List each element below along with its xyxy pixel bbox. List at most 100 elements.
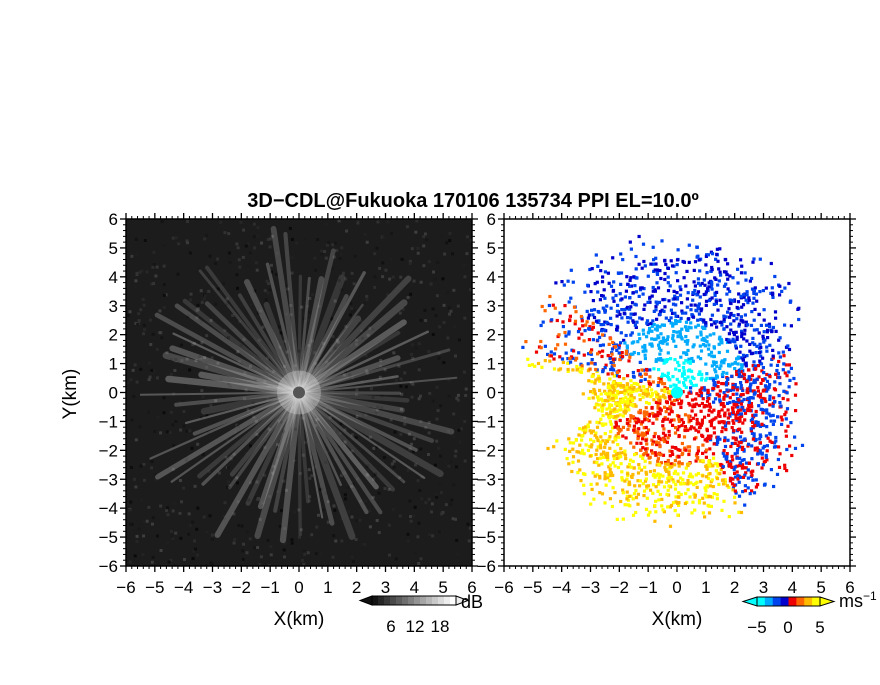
velocity-pixel — [654, 453, 658, 457]
velocity-pixel — [585, 320, 589, 324]
velocity-pixel — [644, 389, 648, 393]
noise-pixel — [435, 385, 439, 389]
colorbar-segment — [764, 597, 774, 606]
velocity-pixel — [737, 372, 742, 376]
noise-pixel — [261, 325, 265, 329]
reflectivity-ray — [296, 390, 369, 515]
velocity-pixel — [590, 487, 594, 491]
velocity-pixel — [736, 474, 740, 478]
y-tick-label: −3 — [477, 470, 496, 489]
velocity-pixel — [624, 349, 629, 353]
noise-pixel — [210, 356, 214, 360]
velocity-pixel — [657, 498, 661, 502]
velocity-pixel — [732, 429, 736, 433]
velocity-pixel — [788, 444, 792, 448]
velocity-pixel — [628, 284, 632, 288]
velocity-pixel — [682, 383, 686, 387]
velocity-pixel — [739, 294, 743, 298]
velocity-pixel — [657, 381, 661, 385]
velocity-pixel — [706, 253, 710, 257]
velocity-pixel — [752, 318, 756, 322]
velocity-pixel — [587, 338, 591, 342]
velocity-pixel — [638, 484, 642, 488]
noise-pixel — [228, 384, 232, 388]
left-ylabel: Y(km) — [60, 369, 81, 420]
noise-pixel — [362, 449, 366, 453]
velocity-pixel — [619, 408, 623, 412]
velocity-pixel — [630, 396, 634, 400]
velocity-pixel — [600, 354, 604, 359]
colorbar-segment — [390, 596, 397, 605]
velocity-pixel — [720, 478, 725, 482]
reflectivity-ray — [192, 390, 301, 436]
noise-pixel — [160, 220, 164, 224]
noise-pixel — [425, 238, 429, 242]
velocity-pixel — [572, 305, 577, 309]
noise-pixel — [162, 324, 166, 328]
noise-pixel — [205, 233, 209, 237]
noise-pixel — [360, 543, 364, 547]
reflectivity-ray — [297, 276, 311, 394]
velocity-pixel — [684, 378, 688, 382]
noise-pixel — [166, 506, 170, 510]
velocity-pixel — [720, 323, 724, 327]
velocity-pixel — [743, 418, 747, 422]
noise-pixel — [366, 267, 370, 271]
noise-pixel — [427, 533, 431, 537]
velocity-pixel — [590, 380, 594, 384]
reflectivity-ray — [198, 371, 303, 396]
noise-pixel — [350, 515, 354, 519]
velocity-pixel — [645, 321, 649, 325]
noise-pixel — [419, 557, 423, 561]
velocity-pixel — [685, 342, 689, 346]
velocity-pixel — [589, 445, 593, 449]
noise-pixel — [223, 501, 227, 505]
velocity-pixel — [728, 476, 733, 480]
velocity-pixel — [779, 404, 783, 408]
noise-pixel — [439, 454, 443, 458]
velocity-pixel — [762, 308, 766, 312]
velocity-pixel — [602, 288, 606, 292]
noise-pixel — [204, 564, 208, 566]
velocity-pixel — [645, 417, 649, 422]
noise-pixel — [392, 351, 396, 355]
velocity-pixel — [648, 461, 652, 465]
velocity-pixel — [718, 298, 722, 302]
velocity-pixel — [679, 482, 683, 486]
velocity-pixel — [698, 283, 702, 287]
velocity-pixel — [663, 439, 667, 444]
noise-pixel — [173, 502, 177, 506]
velocity-pixel — [723, 478, 727, 482]
noise-pixel — [431, 534, 435, 538]
velocity-pixel — [632, 350, 636, 355]
velocity-pixel — [684, 284, 688, 288]
noise-pixel — [169, 529, 173, 533]
noise-pixel — [282, 479, 286, 483]
velocity-pixel — [739, 271, 744, 275]
velocity-pixel — [661, 508, 665, 512]
velocity-pixel — [617, 375, 621, 379]
velocity-pixel — [625, 275, 629, 279]
noise-pixel — [365, 371, 369, 375]
velocity-pixel — [671, 336, 675, 341]
noise-pixel — [250, 221, 254, 225]
velocity-pixel — [760, 466, 764, 470]
noise-pixel — [368, 398, 372, 402]
velocity-pixel — [677, 455, 681, 459]
velocity-pixel — [574, 438, 578, 442]
noise-pixel — [331, 335, 335, 339]
noise-pixel — [424, 501, 428, 505]
velocity-pixel — [722, 395, 726, 400]
velocity-pixel — [727, 364, 731, 368]
velocity-pixel — [772, 419, 777, 423]
velocity-pixel — [786, 424, 790, 428]
velocity-pixel — [686, 339, 690, 343]
velocity-pixel — [558, 311, 562, 315]
velocity-pixel — [762, 330, 766, 334]
reflectivity-ray — [172, 332, 301, 394]
noise-pixel — [193, 547, 197, 551]
velocity-pixel — [693, 288, 697, 293]
velocity-pixel — [533, 364, 537, 368]
y-tick-label: 6 — [487, 210, 496, 229]
